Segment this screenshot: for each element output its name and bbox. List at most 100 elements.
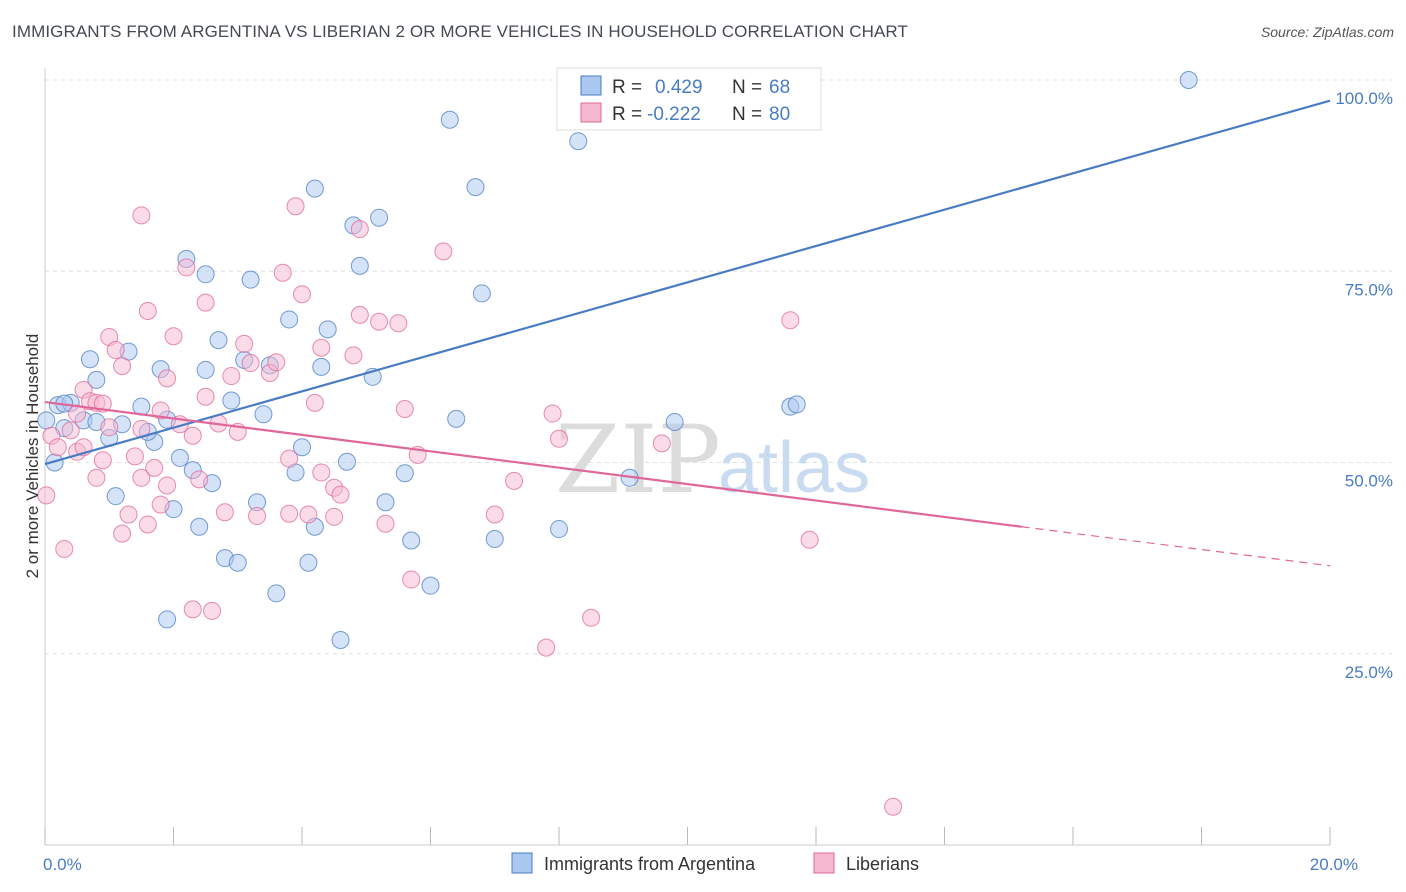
point-argentina-45 (337, 452, 356, 471)
point-liberians-2 (48, 438, 67, 457)
point-argentina-26 (209, 331, 228, 350)
point-liberians-34 (183, 600, 202, 619)
point-liberians-75 (550, 429, 568, 448)
grid-lines (45, 79, 1392, 655)
stats-swatch-blue (580, 75, 602, 96)
point-argentina-60 (569, 132, 588, 151)
point-argentina-53 (421, 576, 440, 595)
point-argentina-58 (485, 530, 504, 548)
point-argentina-50 (376, 493, 395, 512)
point-liberians-59 (325, 507, 344, 526)
x-tick-label-1: 20.0% (1310, 855, 1358, 874)
stats-swatch-pink (580, 102, 602, 123)
point-liberians-39 (203, 601, 222, 620)
chart-title: IMMIGRANTS FROM ARGENTINA VS LIBERIAN 2 … (12, 22, 908, 41)
point-argentina-49 (370, 208, 389, 227)
point-argentina-29 (228, 553, 247, 572)
point-liberians-35 (183, 426, 202, 445)
point-argentina-52 (402, 531, 421, 550)
point-liberians-25 (138, 302, 157, 321)
point-liberians-71 (485, 505, 504, 524)
point-liberians-20 (125, 447, 144, 466)
point-liberians-54 (299, 505, 318, 524)
stats-r-label-pink: R = (612, 104, 642, 125)
point-argentina-28 (222, 391, 241, 410)
y-tick-label-3: 100.0% (1335, 89, 1393, 108)
point-argentina-35 (267, 584, 286, 603)
stats-n-value-pink: 80 (769, 104, 790, 125)
stats-r-label-blue: R = (612, 77, 642, 98)
point-argentina-59 (550, 520, 568, 539)
stats-box: R = 0.429 N = 68 R = -0.222 N = 80 (556, 67, 822, 131)
point-liberians-68 (402, 570, 421, 589)
point-liberians-0 (37, 486, 56, 505)
point-liberians-67 (395, 399, 414, 418)
point-liberians-29 (158, 369, 177, 388)
y-tick-label-0: 25.0% (1345, 663, 1393, 682)
point-liberians-53 (293, 285, 311, 304)
watermark-zip: ZIP (555, 406, 721, 515)
point-liberians-19 (119, 505, 138, 524)
point-liberians-57 (312, 338, 331, 357)
point-liberians-44 (235, 334, 254, 353)
point-liberians-4 (61, 421, 80, 440)
point-argentina-42 (312, 357, 331, 376)
point-liberians-63 (350, 220, 369, 239)
stats-n-label-pink: N = (732, 104, 762, 125)
point-liberians-11 (87, 468, 106, 487)
point-liberians-48 (267, 353, 286, 372)
source-credit: Source: ZipAtlas.com (1260, 24, 1394, 40)
point-argentina-54 (440, 110, 459, 129)
point-argentina-19 (170, 448, 189, 467)
axes (44, 68, 1331, 846)
point-liberians-72 (505, 471, 524, 490)
point-argentina-39 (299, 553, 318, 572)
y-tick-label-2: 75.0% (1345, 280, 1393, 299)
point-liberians-23 (132, 206, 151, 225)
point-argentina-10 (106, 487, 125, 506)
point-liberians-64 (370, 312, 389, 331)
trend-line-liberians-extension (1021, 526, 1331, 567)
trend-line-liberians (44, 400, 1022, 528)
point-liberians-66 (389, 314, 408, 333)
trend-lines (44, 99, 1331, 567)
legend: Immigrants from Argentina Liberians (511, 852, 919, 874)
point-liberians-12 (93, 451, 112, 470)
scatter-points (37, 71, 1198, 816)
point-liberians-24 (138, 515, 157, 534)
point-argentina-57 (472, 284, 491, 303)
watermark: ZIP atlas (555, 406, 870, 515)
point-argentina-24 (196, 265, 215, 284)
point-argentina-62 (665, 412, 684, 431)
point-argentina-8 (87, 370, 106, 389)
legend-label-argentina: Immigrants from Argentina (544, 854, 756, 874)
point-liberians-52 (286, 197, 305, 216)
point-liberians-78 (781, 311, 800, 330)
point-liberians-42 (222, 367, 241, 386)
legend-swatch-liberians (813, 852, 835, 874)
point-argentina-44 (331, 630, 350, 649)
point-liberians-36 (190, 470, 209, 489)
point-liberians-21 (132, 468, 151, 487)
stats-r-value-blue: 0.429 (655, 77, 703, 98)
stats-n-value-blue: 68 (769, 77, 790, 98)
point-argentina-36 (280, 310, 299, 329)
point-argentina-31 (241, 270, 260, 289)
point-liberians-76 (582, 608, 601, 627)
point-liberians-16 (106, 341, 125, 360)
point-argentina-22 (190, 517, 209, 536)
y-axis-title: 2 or more Vehicles in Household (23, 334, 42, 579)
point-liberians-18 (113, 357, 132, 376)
point-argentina-33 (254, 405, 273, 424)
point-liberians-30 (158, 476, 177, 495)
point-liberians-27 (151, 401, 170, 420)
point-argentina-7 (80, 350, 99, 369)
point-liberians-38 (196, 387, 215, 406)
watermark-atlas: atlas (718, 428, 870, 508)
point-liberians-26 (145, 458, 164, 477)
point-liberians-41 (215, 503, 234, 522)
point-argentina-65 (1179, 71, 1198, 89)
point-argentina-38 (293, 438, 311, 457)
point-liberians-77 (652, 434, 671, 453)
